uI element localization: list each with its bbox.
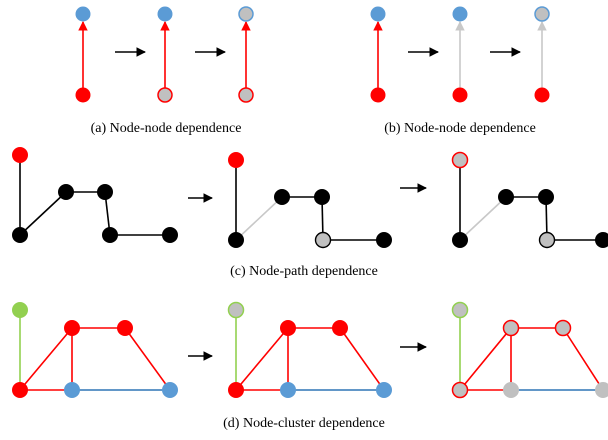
edge xyxy=(19,191,67,236)
node-blue xyxy=(376,382,392,398)
node-red xyxy=(228,382,244,398)
edge xyxy=(339,327,385,391)
node-red xyxy=(12,147,28,163)
node-black xyxy=(314,189,330,205)
edge xyxy=(562,327,604,391)
panel-a: (a) Node-node dependence xyxy=(75,6,254,136)
node-gray-red-border xyxy=(502,319,520,337)
node-gray xyxy=(314,231,332,249)
node-red xyxy=(12,382,28,398)
node-black xyxy=(12,227,28,243)
node-black xyxy=(102,227,118,243)
edge xyxy=(235,196,283,241)
node-black xyxy=(58,184,74,200)
edge xyxy=(459,196,507,241)
node-black xyxy=(452,232,468,248)
node-red xyxy=(280,320,296,336)
edge xyxy=(459,327,512,391)
node-gray-green-border xyxy=(451,301,469,319)
node-black xyxy=(376,232,392,248)
edge xyxy=(19,327,73,391)
node-red xyxy=(370,87,386,103)
caption-c: (c) Node-path dependence xyxy=(230,264,378,279)
node-blue xyxy=(280,382,296,398)
node-black xyxy=(498,189,514,205)
node-gray-green-border xyxy=(227,301,245,319)
node-gray-red-border xyxy=(157,87,173,103)
node-blue xyxy=(157,6,173,22)
node-green xyxy=(12,302,28,318)
panel-d: (d) Node-cluster dependence xyxy=(12,301,608,431)
caption-a: (a) Node-node dependence xyxy=(91,121,242,136)
node-blue xyxy=(370,6,386,22)
node-red xyxy=(117,320,133,336)
caption-b: (b) Node-node dependence xyxy=(384,121,536,136)
node-blue xyxy=(162,382,178,398)
node-red xyxy=(75,87,91,103)
node-black xyxy=(97,184,113,200)
node-gray-red-border xyxy=(554,319,572,337)
node-black xyxy=(538,189,554,205)
caption-d: (d) Node-cluster dependence xyxy=(223,416,385,431)
node-blue xyxy=(452,6,468,22)
node-black xyxy=(162,227,178,243)
node-gray-blue-border xyxy=(238,6,254,22)
node-red xyxy=(332,320,348,336)
node-gray-blue-border xyxy=(534,6,550,22)
node-black xyxy=(595,232,608,248)
panel-b: (b) Node-node dependence xyxy=(370,6,550,136)
node-gray xyxy=(538,231,556,249)
node-black xyxy=(228,232,244,248)
node-gray-red-border xyxy=(451,381,469,399)
node-red xyxy=(534,87,550,103)
panel-c: (c) Node-path dependence xyxy=(12,147,608,279)
node-blue xyxy=(64,382,80,398)
edge xyxy=(124,327,171,391)
node-gray-red-border xyxy=(451,151,469,169)
node-black xyxy=(274,189,290,205)
node-red xyxy=(64,320,80,336)
edge xyxy=(235,327,289,391)
node-gray xyxy=(503,382,519,398)
node-red xyxy=(228,152,244,168)
node-red xyxy=(452,87,468,103)
node-gray-red-border xyxy=(238,87,254,103)
node-blue xyxy=(75,6,91,22)
node-gray xyxy=(595,382,608,398)
